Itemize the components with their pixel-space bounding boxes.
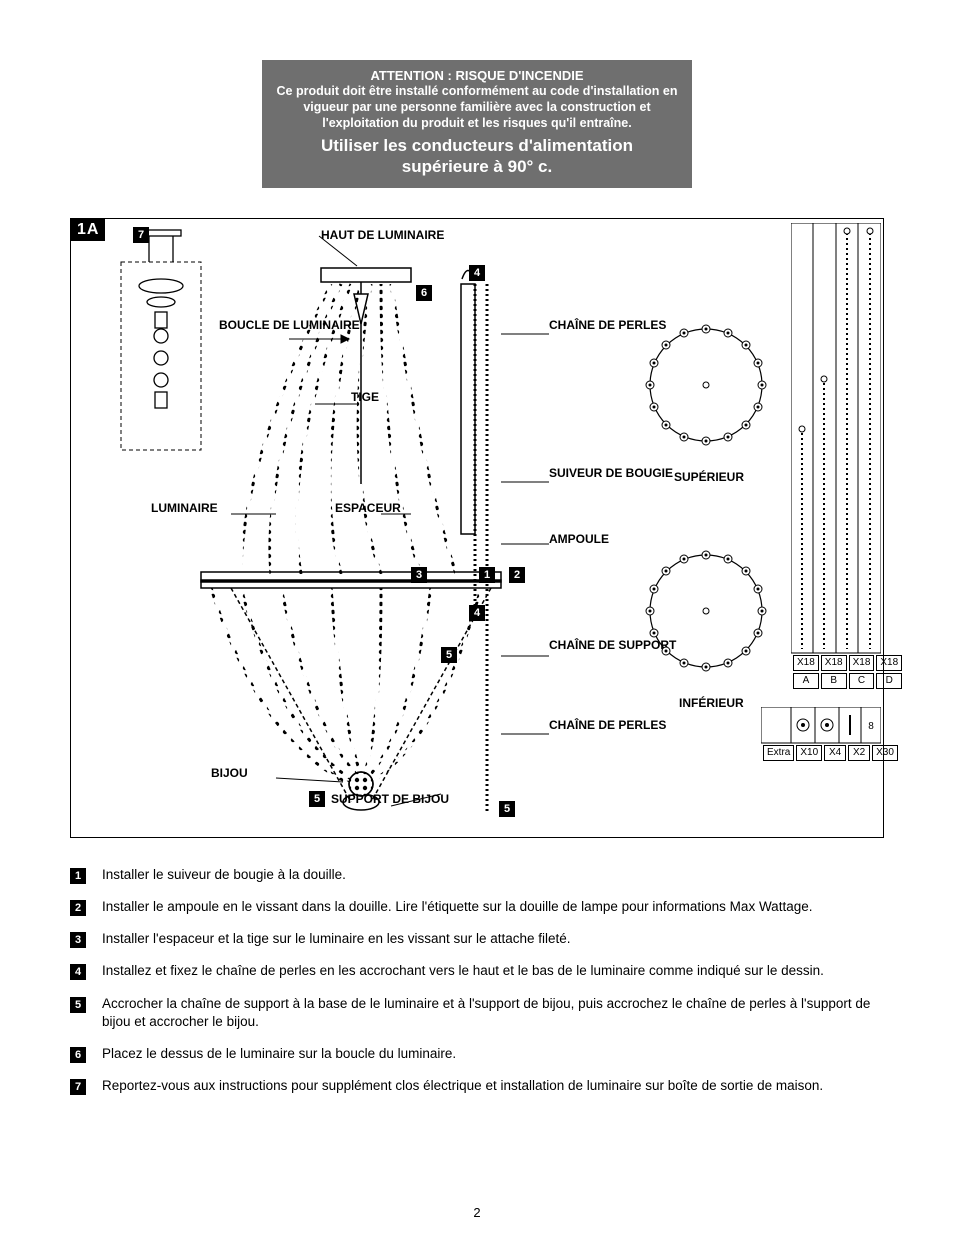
label-support-bijou: SUPPORT DE BIJOU (331, 793, 449, 806)
chandelier-illustration (81, 224, 641, 834)
step-num-2: 2 (70, 900, 86, 916)
step-text-6: Placez le dessus de le luminaire sur la … (102, 1045, 456, 1063)
diagram-step-4a: 4 (469, 265, 485, 281)
diagram-step-2: 2 (509, 567, 525, 583)
lbl-x10: X10 (796, 745, 822, 761)
step-row: 7 Reportez-vous aux instructions pour su… (70, 1077, 884, 1095)
qty-b: X18 (821, 655, 847, 671)
label-inferieur: INFÉRIEUR (679, 697, 744, 710)
ring-top (626, 305, 786, 465)
qty-c: X18 (849, 655, 875, 671)
lbl-x4: X4 (824, 745, 846, 761)
diagram-step-4b: 4 (469, 605, 485, 621)
step-text-5: Accrocher la chaîne de support à la base… (102, 995, 884, 1031)
warning-big: Utiliser les conducteurs d'alimentation … (276, 135, 678, 178)
step-text-3: Installer l'espaceur et la tige sur le l… (102, 930, 571, 948)
label-suiveur: SUIVEUR DE BOUGIE (549, 467, 673, 480)
diagram-step-5c: 5 (499, 801, 515, 817)
step-text-2: Installer le ampoule en le vissant dans … (102, 898, 812, 916)
label-espaceur: ESPACEUR (335, 502, 401, 515)
warning-box: ATTENTION : RISQUE D'INCENDIE Ce produit… (262, 60, 692, 188)
page: ATTENTION : RISQUE D'INCENDIE Ce produit… (0, 0, 954, 1260)
step-num-6: 6 (70, 1047, 86, 1063)
label-ampoule: AMPOULE (549, 533, 609, 546)
step-text-7: Reportez-vous aux instructions pour supp… (102, 1077, 823, 1095)
step-row: 2 Installer le ampoule en le vissant dan… (70, 898, 884, 916)
step-row: 3 Installer l'espaceur et la tige sur le… (70, 930, 884, 948)
parts-table-top: X18 X18 X18 X18 A B C D (791, 653, 904, 691)
lbl-b: B (821, 673, 847, 689)
diagram-step-5b: 5 (309, 791, 325, 807)
lbl-x30: X30 (872, 745, 898, 761)
diagram-step-7: 7 (133, 227, 149, 243)
step-num-1: 1 (70, 868, 86, 884)
lbl-d: D (876, 673, 902, 689)
step-row: 4 Installez et fixez le chaîne de perles… (70, 962, 884, 980)
step-num-7: 7 (70, 1079, 86, 1095)
label-luminaire: LUMINAIRE (151, 502, 218, 515)
diagram-step-1: 1 (479, 567, 495, 583)
lbl-a: A (793, 673, 819, 689)
page-number: 2 (70, 1205, 884, 1220)
step-num-5: 5 (70, 997, 86, 1013)
warning-title: ATTENTION : RISQUE D'INCENDIE (276, 68, 678, 84)
step-num-4: 4 (70, 964, 86, 980)
lbl-x2: X2 (848, 745, 870, 761)
step-num-3: 3 (70, 932, 86, 948)
diagram-step-5a: 5 (441, 647, 457, 663)
diagram-step-3: 3 (411, 567, 427, 583)
diagram-frame: 1A (70, 218, 884, 838)
svg-text:8: 8 (868, 721, 874, 732)
lbl-extra: Extra (763, 745, 794, 761)
step-text-4: Installez et fixez le chaîne de perles e… (102, 962, 824, 980)
steps-list: 1 Installer le suiveur de bougie à la do… (70, 866, 884, 1096)
step-row: 1 Installer le suiveur de bougie à la do… (70, 866, 884, 884)
step-row: 6 Placez le dessus de le luminaire sur l… (70, 1045, 884, 1063)
parts-table-bottom: Extra X10 X4 X2 X30 (761, 743, 900, 763)
label-tige: TIGE (351, 391, 379, 404)
step-text-1: Installer le suiveur de bougie à la doui… (102, 866, 346, 884)
qty-d: X18 (876, 655, 902, 671)
label-chaine-perles-2: CHAÎNE DE PERLES (549, 719, 666, 732)
qty-a: X18 (793, 655, 819, 671)
label-bijou: BIJOU (211, 767, 248, 780)
ring-bottom (626, 531, 786, 691)
bead-strips (791, 223, 881, 693)
step-row: 5 Accrocher la chaîne de support à la ba… (70, 995, 884, 1031)
diagram-step-6: 6 (416, 285, 432, 301)
label-boucle: BOUCLE DE LUMINAIRE (219, 319, 360, 332)
lbl-c: C (849, 673, 875, 689)
label-haut: HAUT DE LUMINAIRE (321, 229, 444, 242)
warning-body: Ce produit doit être installé conforméme… (276, 84, 678, 131)
label-superieur: SUPÉRIEUR (674, 471, 744, 484)
